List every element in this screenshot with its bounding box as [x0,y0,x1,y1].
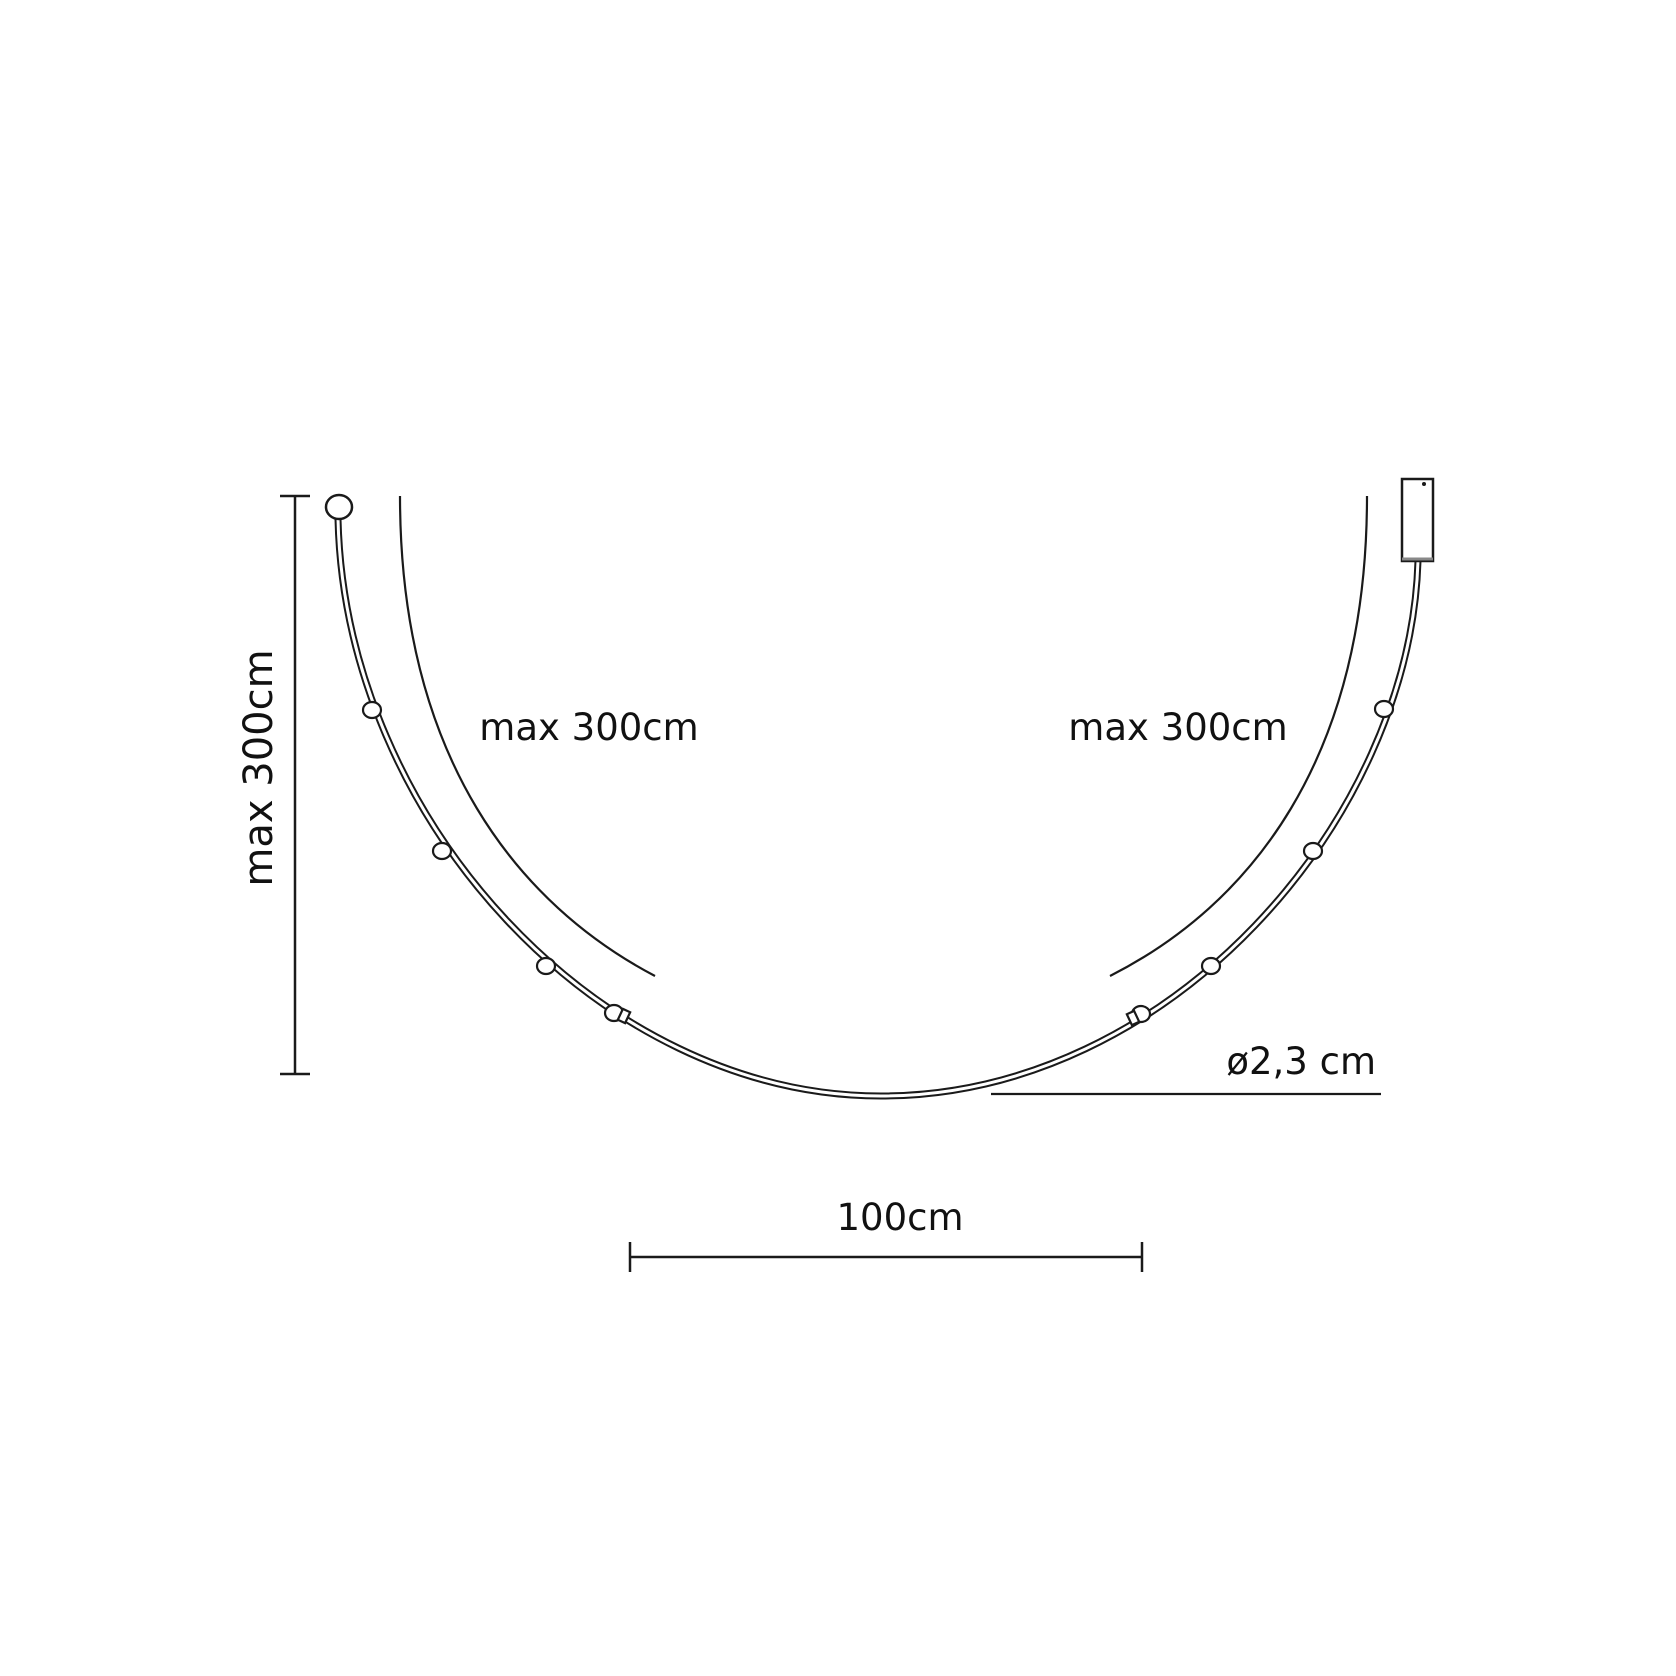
width-label: 100cm [836,1196,963,1239]
joint [1373,699,1395,719]
right-arc-label: max 300cm [1068,706,1287,749]
joint-collar [616,1007,632,1025]
right-length-arc [1109,495,1369,977]
ceiling-mount-round [324,493,354,521]
ceiling-canopy [1400,477,1435,563]
left-length-arc [398,495,656,977]
left-arc-label: max 300cm [479,706,698,749]
cable-joints [361,699,1395,1027]
joint [1302,841,1324,861]
joint [1200,956,1222,976]
joint [535,956,557,976]
diameter-label: ø2,3 cm [1226,1040,1376,1083]
height-label: max 300cm [236,649,282,886]
width-dimension: 100cm [628,1196,1144,1272]
joint [361,700,383,720]
joint [431,841,453,861]
joint-collar [1125,1009,1141,1027]
lamp-cable [334,518,1422,1100]
height-dimension: max 300cm [236,494,310,1076]
